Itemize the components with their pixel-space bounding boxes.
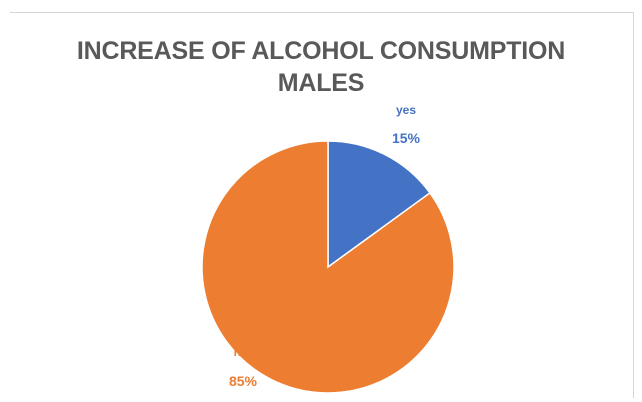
pie-slice-yes bbox=[327, 140, 431, 269]
pie-slices bbox=[201, 140, 455, 394]
data-label-category-no: no bbox=[234, 345, 249, 359]
data-label-category-yes: yes bbox=[396, 103, 416, 117]
chart-title-line-2: MALES bbox=[277, 69, 365, 97]
data-label-percent-no: 85% bbox=[229, 373, 258, 389]
pie-data-labels: yes 15% no 85% bbox=[229, 103, 421, 389]
chart-title-line-1: INCREASE OF ALCOHOL CONSUMPTION bbox=[76, 37, 566, 65]
pie-slice-no bbox=[201, 140, 455, 394]
data-label-percent-yes: 15% bbox=[392, 130, 421, 146]
